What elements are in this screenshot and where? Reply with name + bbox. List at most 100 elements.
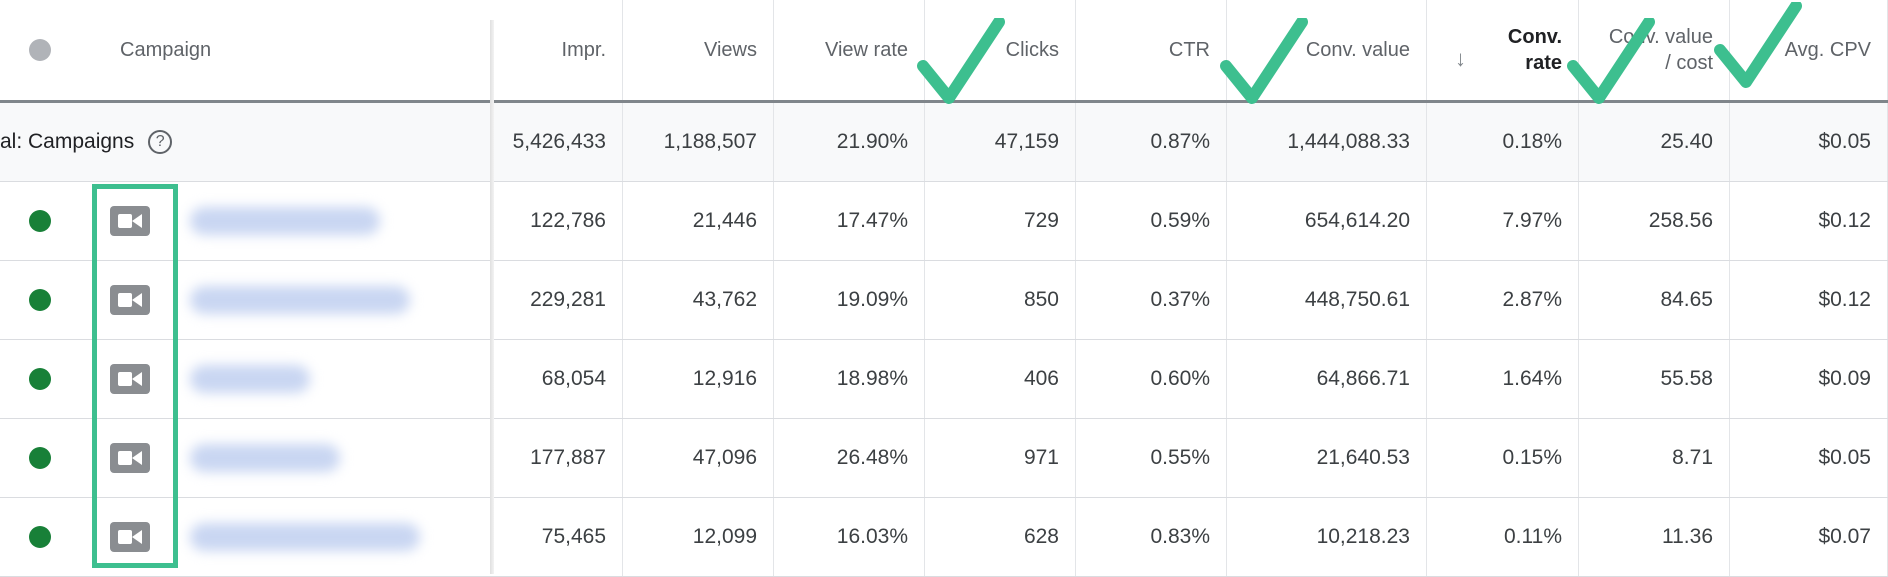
table-row[interactable]: 122,786 21,446 17.47% 729 0.59% 654,614.… (0, 182, 1888, 261)
header-avg-cpv-label: Avg. CPV (1784, 39, 1871, 61)
total-label: al: Campaigns (0, 130, 135, 153)
header-conv-rate[interactable]: Conv. rate (1427, 0, 1579, 100)
total-label-cell: al: Campaigns ? (0, 103, 173, 181)
campaign-name-redacted[interactable] (190, 207, 380, 235)
header-status-cell[interactable] (0, 0, 80, 100)
cell-ctr: 0.37% (1076, 261, 1227, 339)
header-view-rate-label: View rate (824, 39, 908, 61)
campaign-name-cell[interactable] (180, 182, 492, 260)
total-avg-cpv: $0.05 (1730, 103, 1888, 181)
cell-ctr: 0.83% (1076, 498, 1227, 576)
status-cell[interactable] (0, 182, 80, 260)
status-dot-icon[interactable] (29, 526, 51, 548)
type-cell (80, 498, 180, 576)
status-dot-icon[interactable] (29, 289, 51, 311)
cell-impr: 75,465 (492, 498, 623, 576)
table-row[interactable]: 177,887 47,096 26.48% 971 0.55% 21,640.5… (0, 419, 1888, 498)
header-conv-value-cost[interactable]: Conv. value / cost (1579, 0, 1730, 100)
header-clicks[interactable]: Clicks (925, 0, 1076, 100)
header-conv-value-cost-line2: / cost (1665, 52, 1713, 74)
cell-impr: 122,786 (492, 182, 623, 260)
status-dot-icon[interactable] (29, 447, 51, 469)
table-row[interactable]: 229,281 43,762 19.09% 850 0.37% 448,750.… (0, 261, 1888, 340)
total-views: 1,188,507 (623, 103, 774, 181)
video-campaign-icon (110, 443, 150, 473)
campaign-name-redacted[interactable] (190, 444, 340, 472)
campaign-name-redacted[interactable] (190, 523, 420, 551)
header-ctr[interactable]: CTR (1076, 0, 1227, 100)
status-cell[interactable] (0, 261, 80, 339)
type-cell (80, 419, 180, 497)
cell-ctr: 0.55% (1076, 419, 1227, 497)
type-cell (80, 182, 180, 260)
type-cell (80, 340, 180, 418)
total-impr: 5,426,433 (492, 103, 623, 181)
cell-view-rate: 26.48% (774, 419, 925, 497)
total-row: al: Campaigns ? 5,426,433 1,188,507 21.9… (0, 103, 1888, 182)
frozen-column-divider (490, 20, 494, 574)
total-conv-value: 1,444,088.33 (1227, 103, 1427, 181)
header-views-label: Views (704, 39, 757, 61)
status-filter-icon[interactable] (29, 39, 51, 61)
header-views[interactable]: Views (623, 0, 774, 100)
cell-clicks: 971 (925, 419, 1076, 497)
header-view-rate[interactable]: View rate (774, 0, 925, 100)
campaign-name-cell[interactable] (180, 261, 492, 339)
cell-conv-value: 448,750.61 (1227, 261, 1427, 339)
cell-views: 43,762 (623, 261, 774, 339)
cell-conv-value: 10,218.23 (1227, 498, 1427, 576)
total-view-rate: 21.90% (774, 103, 925, 181)
header-conv-rate-line1: Conv. (1507, 26, 1562, 48)
cell-views: 47,096 (623, 419, 774, 497)
campaign-name-redacted[interactable] (190, 286, 410, 314)
header-avg-cpv[interactable]: Avg. CPV (1730, 0, 1888, 100)
video-campaign-icon (110, 285, 150, 315)
table-row[interactable]: 68,054 12,916 18.98% 406 0.60% 64,866.71… (0, 340, 1888, 419)
campaign-name-cell[interactable] (180, 419, 492, 497)
table-row[interactable]: 75,465 12,099 16.03% 628 0.83% 10,218.23… (0, 498, 1888, 577)
header-conv-value-cost-label: Conv. value / cost (1609, 24, 1713, 76)
header-campaign[interactable]: Campaign (120, 0, 432, 100)
header-conv-value[interactable]: Conv. value (1227, 0, 1427, 100)
header-impr[interactable]: Impr. (492, 0, 623, 100)
campaign-name-cell[interactable] (180, 498, 492, 576)
cell-view-rate: 16.03% (774, 498, 925, 576)
cell-clicks: 850 (925, 261, 1076, 339)
header-conv-rate-label: Conv. rate (1508, 24, 1562, 76)
total-conv-value-cost: 25.40 (1579, 103, 1730, 181)
cell-clicks: 729 (925, 182, 1076, 260)
table-header: Campaign Impr. Views View rate Clicks CT… (0, 0, 1888, 103)
cell-conv-value-cost: 8.71 (1579, 419, 1730, 497)
sort-arrow-down-icon[interactable]: ↓ (1455, 46, 1466, 71)
cell-impr: 68,054 (492, 340, 623, 418)
status-cell[interactable] (0, 498, 80, 576)
cell-ctr: 0.60% (1076, 340, 1227, 418)
cell-avg-cpv: $0.05 (1730, 419, 1888, 497)
campaign-name-redacted[interactable] (190, 365, 310, 393)
header-conv-value-label: Conv. value (1305, 39, 1410, 61)
cell-view-rate: 17.47% (774, 182, 925, 260)
video-campaign-icon (110, 522, 150, 552)
campaign-name-cell[interactable] (180, 340, 492, 418)
cell-views: 12,099 (623, 498, 774, 576)
status-cell[interactable] (0, 419, 80, 497)
cell-conv-value: 21,640.53 (1227, 419, 1427, 497)
cell-conv-value-cost: 258.56 (1579, 182, 1730, 260)
status-dot-icon[interactable] (29, 368, 51, 390)
header-clicks-label: Clicks (1005, 39, 1059, 61)
cell-conv-value: 64,866.71 (1227, 340, 1427, 418)
cell-view-rate: 18.98% (774, 340, 925, 418)
cell-avg-cpv: $0.12 (1730, 182, 1888, 260)
cell-avg-cpv: $0.09 (1730, 340, 1888, 418)
video-campaign-icon (110, 364, 150, 394)
status-dot-icon[interactable] (29, 210, 51, 232)
header-conv-value-cost-line1: Conv. value (1608, 26, 1713, 48)
help-icon[interactable]: ? (148, 130, 173, 154)
total-conv-rate: 0.18% (1427, 103, 1579, 181)
cell-conv-rate: 0.15% (1427, 419, 1579, 497)
cell-views: 12,916 (623, 340, 774, 418)
cell-impr: 177,887 (492, 419, 623, 497)
status-cell[interactable] (0, 340, 80, 418)
cell-views: 21,446 (623, 182, 774, 260)
